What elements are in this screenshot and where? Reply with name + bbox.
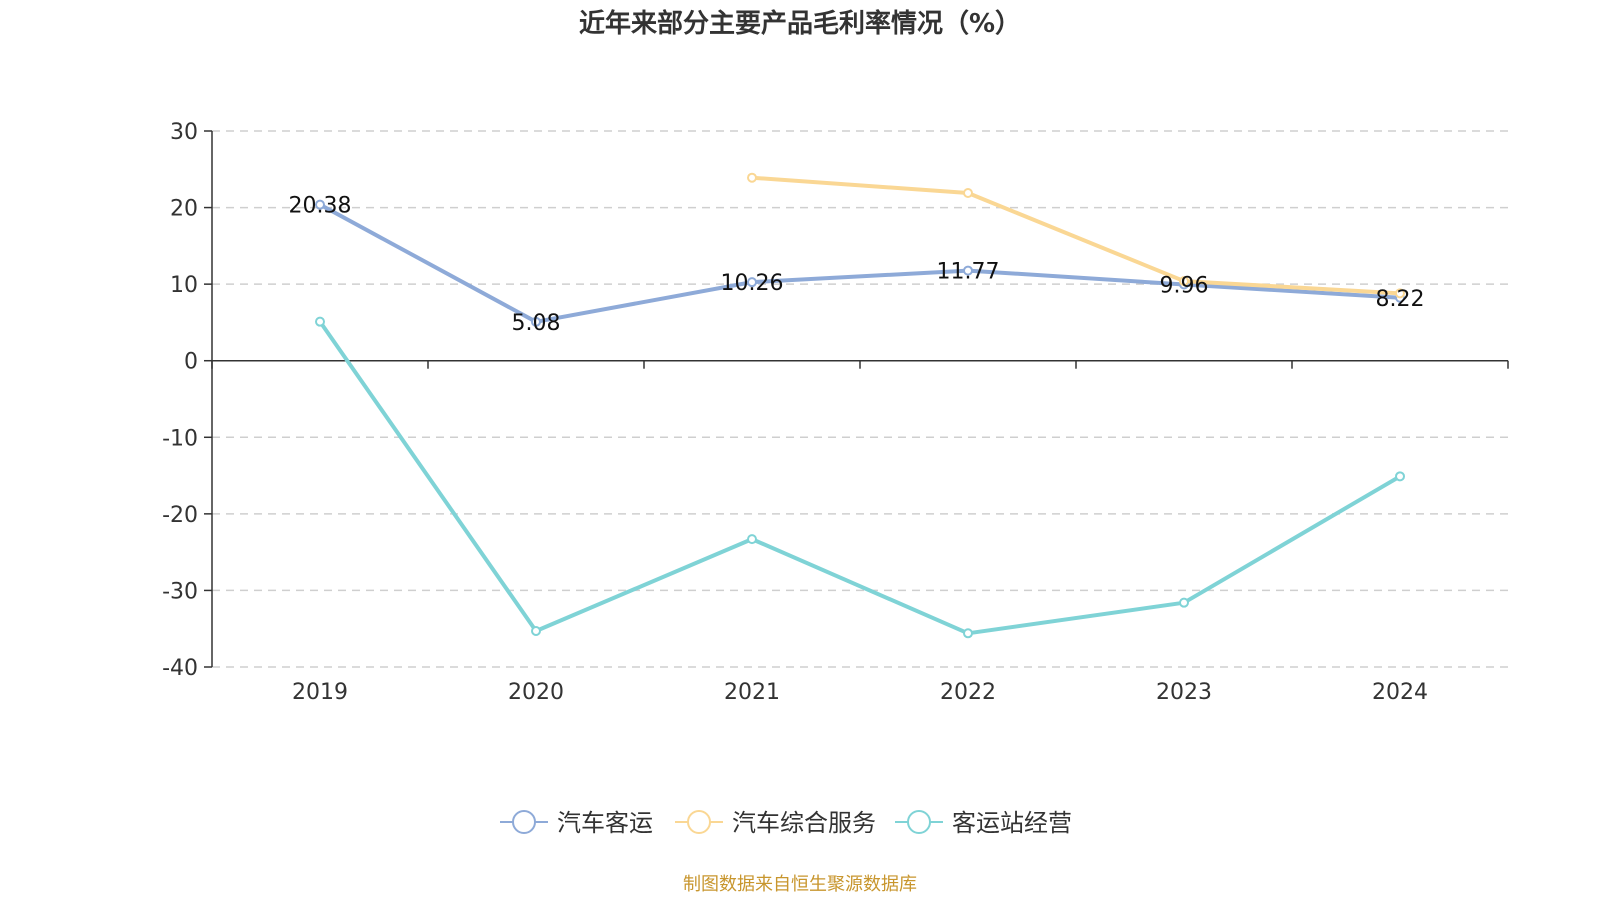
chart-title: 近年来部分主要产品毛利率情况（%） — [579, 8, 1021, 39]
axes: 30 20 10 0 -10 -20 -30 -40 2019 2020 2021 2022 2023 2… — [162, 120, 1509, 705]
data-point — [1395, 288, 1405, 299]
legend-label: 汽车客运 — [557, 809, 653, 837]
y-tick-label: -30 — [162, 579, 198, 604]
legend-marker — [907, 810, 931, 834]
data-label: 20.38 — [289, 194, 352, 219]
legend-marker — [512, 810, 536, 834]
data-point — [531, 316, 541, 327]
legend-label: 汽车综合服务 — [732, 809, 876, 837]
legend-marker — [687, 810, 711, 834]
y-tick-label: -20 — [162, 503, 198, 528]
x-tick-label: 2024 — [1372, 680, 1428, 705]
legend: 汽车客运 汽车综合服务 客运站经营 — [500, 809, 1072, 837]
x-tick-label: 2021 — [724, 680, 780, 705]
data-point — [315, 316, 325, 327]
data-point — [747, 277, 757, 288]
data-point — [1179, 276, 1189, 287]
data-label: 11.77 — [937, 260, 1000, 285]
legend-label: 客运站经营 — [952, 809, 1072, 837]
data-point — [1179, 597, 1189, 608]
y-tick-label: 0 — [184, 350, 198, 375]
y-tick-label: 10 — [170, 273, 198, 298]
data-labels: 20.38 5.08 10.26 11.77 9.96 8.22 — [289, 194, 1425, 336]
series — [315, 172, 1405, 639]
series-line-2 — [751, 175, 1401, 296]
x-tick-label: 2020 — [508, 680, 564, 705]
x-tick-label: 2022 — [940, 680, 996, 705]
data-label: 5.08 — [512, 311, 561, 336]
data-label: 10.26 — [721, 271, 784, 296]
x-tick-label: 2019 — [292, 680, 348, 705]
data-point — [531, 626, 541, 637]
data-point — [963, 188, 973, 199]
series-line-3 — [318, 320, 1402, 636]
x-tick-label: 2023 — [1156, 680, 1212, 705]
data-point — [1395, 471, 1405, 482]
y-tick-label: -10 — [162, 426, 198, 451]
y-tick-label: -40 — [162, 656, 198, 681]
data-point — [963, 265, 973, 276]
y-tick-label: 20 — [170, 197, 198, 222]
data-point — [315, 199, 325, 210]
data-point — [747, 172, 757, 183]
series-line-1 — [319, 202, 1401, 324]
gridlines — [212, 130, 1508, 668]
y-tick-label: 30 — [170, 120, 198, 145]
data-label: 9.96 — [1160, 273, 1209, 298]
data-point — [747, 534, 757, 545]
data-point — [963, 628, 973, 639]
source-note: 制图数据来自恒生聚源数据库 — [683, 874, 917, 895]
data-label: 8.22 — [1376, 287, 1425, 312]
